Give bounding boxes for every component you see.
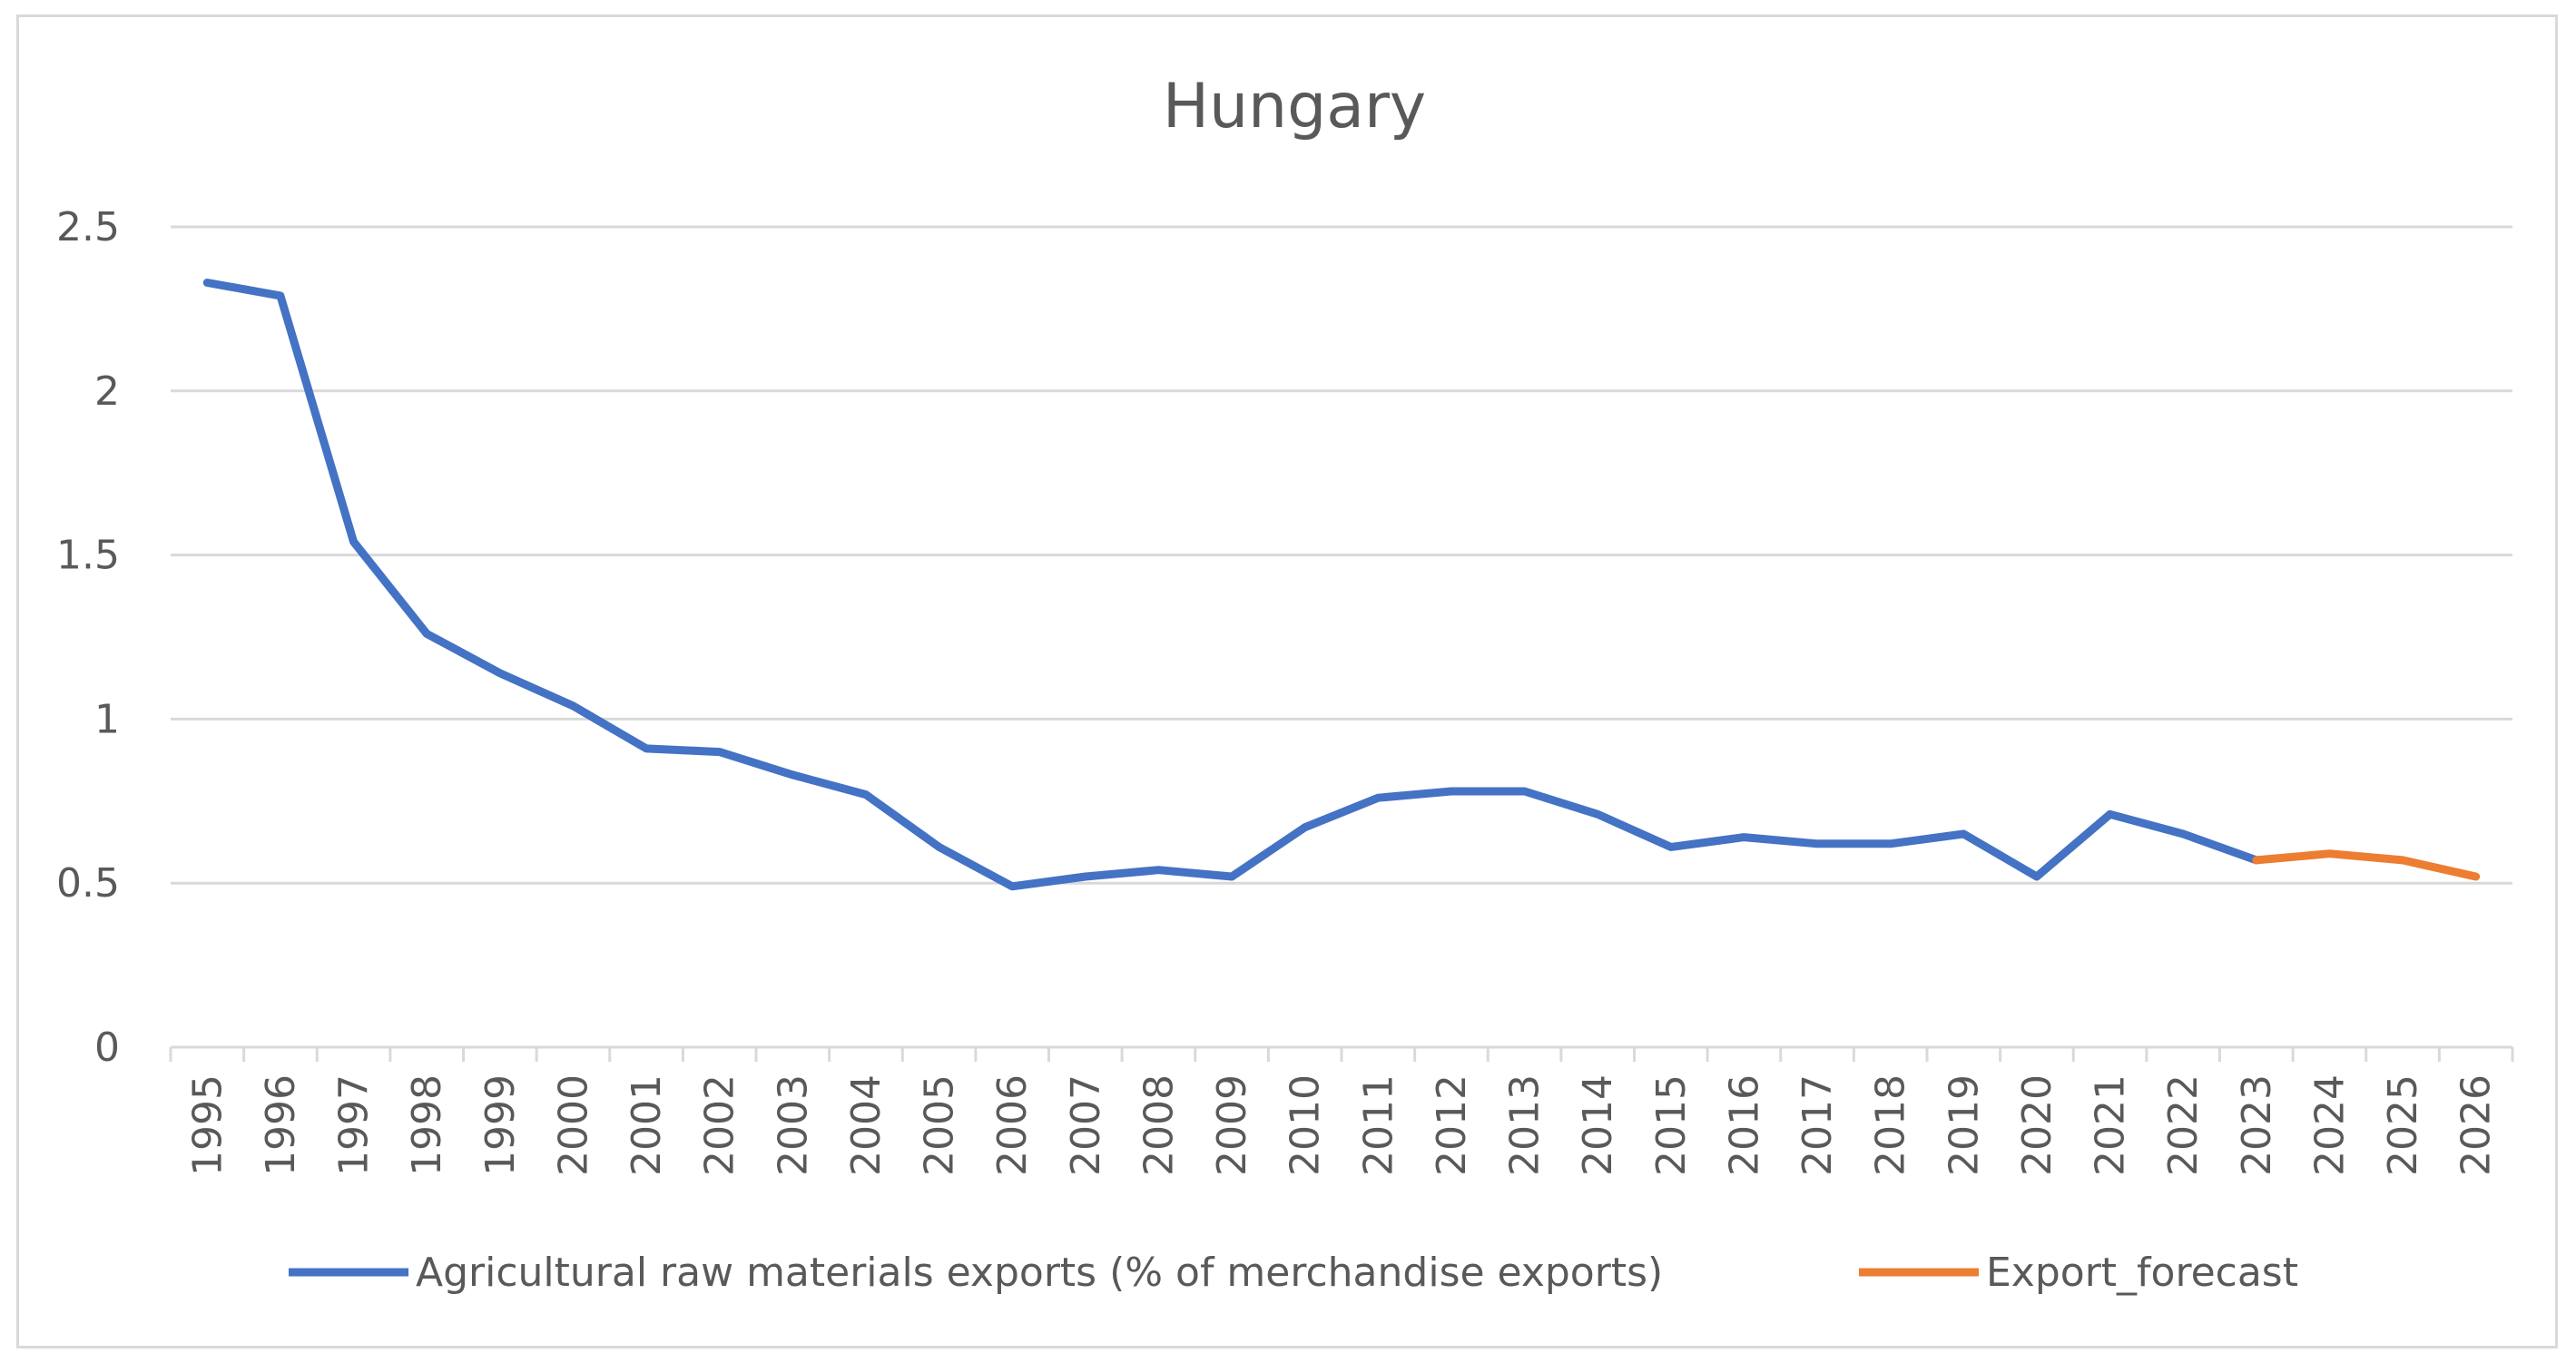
series-line-export-forecast (2252, 849, 2481, 881)
x-tick-label: 2015 (1648, 1074, 1695, 1176)
x-tick-label: 2016 (1721, 1074, 1767, 1176)
x-tick-label: 2003 (770, 1074, 816, 1176)
gridlines (171, 225, 2512, 1049)
legend-label: Agricultural raw materials exports (% of… (416, 1250, 1663, 1296)
x-tick-label: 2011 (1355, 1074, 1401, 1176)
x-tick-label: 1996 (258, 1074, 304, 1176)
x-tick-label: 2000 (550, 1074, 596, 1176)
legend-label: Export_forecast (1986, 1250, 2298, 1296)
legend: Agricultural raw materials exports (% of… (289, 1250, 2298, 1296)
series-line-agricultural-exports (202, 279, 2261, 891)
y-tick-label: 2.5 (56, 204, 120, 250)
y-axis-ticks: 0 0.5 1 1.5 2 2.5 (56, 204, 120, 1071)
chart-frame (16, 15, 2558, 1348)
x-tick-label: 2021 (2088, 1074, 2134, 1176)
x-tick-label: 2001 (624, 1074, 670, 1176)
x-tick-label: 2022 (2160, 1074, 2207, 1176)
x-tick-label: 2010 (1283, 1074, 1329, 1176)
x-tick-label: 2002 (697, 1074, 743, 1176)
x-tick-label: 2009 (1209, 1074, 1255, 1176)
y-tick-label: 0 (94, 1025, 120, 1071)
x-tick-label: 2013 (1502, 1074, 1549, 1176)
x-tick-label: 2019 (1941, 1074, 1987, 1176)
x-tick-label: 2007 (1063, 1074, 1109, 1176)
x-tick-label: 2020 (2014, 1074, 2060, 1176)
chart-title: Hungary (1163, 71, 1426, 142)
y-tick-label: 2 (94, 368, 120, 415)
x-axis-ticks: 1995 1996 1997 1998 1999 2000 2001 2002 2003 2004… (169, 1047, 2514, 1176)
x-tick-label: 2024 (2306, 1074, 2353, 1176)
x-tick-label: 2005 (917, 1074, 963, 1176)
x-tick-label: 1999 (477, 1074, 524, 1176)
series-lines (202, 279, 2481, 891)
y-tick-label: 0.5 (56, 860, 120, 907)
y-tick-label: 1.5 (56, 533, 120, 579)
x-tick-label: 1997 (331, 1074, 378, 1176)
x-tick-label: 2008 (1136, 1074, 1182, 1176)
x-tick-label: 2023 (2234, 1074, 2280, 1176)
x-tick-label: 2026 (2453, 1074, 2500, 1176)
x-tick-label: 2004 (843, 1074, 890, 1176)
y-tick-label: 1 (94, 696, 120, 742)
x-tick-label: 2006 (989, 1074, 1036, 1176)
x-tick-label: 2018 (1868, 1074, 1914, 1176)
x-tick-label: 2017 (1794, 1074, 1841, 1176)
x-tick-label: 2014 (1575, 1074, 1621, 1176)
x-tick-label: 2012 (1429, 1074, 1475, 1176)
x-tick-label: 1998 (404, 1074, 450, 1176)
x-tick-label: 1995 (184, 1074, 231, 1176)
x-tick-label: 2025 (2380, 1074, 2426, 1176)
